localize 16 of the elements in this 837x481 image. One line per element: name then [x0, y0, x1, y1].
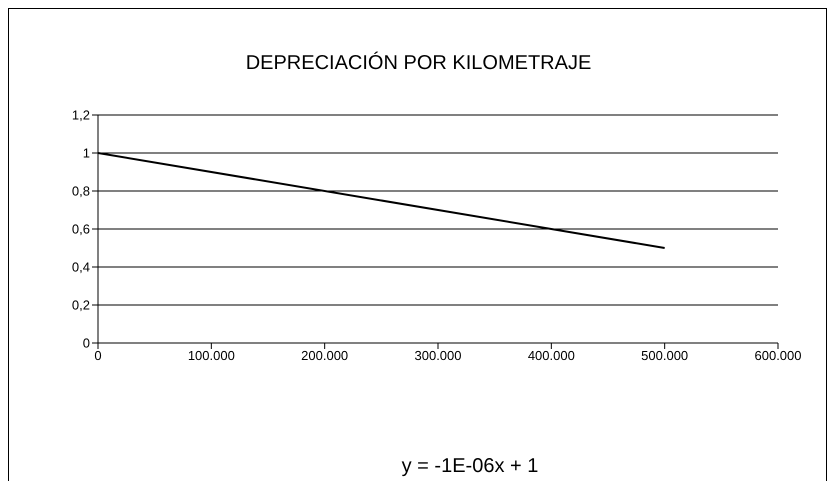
y-tick-label: 1 — [82, 146, 90, 161]
chart-title: DEPRECIACIÓN POR KILOMETRAJE — [244, 52, 592, 75]
y-tick-label: 0,6 — [72, 222, 90, 237]
x-tick-label: 500.000 — [641, 348, 688, 364]
y-tick-label: 0,2 — [72, 298, 90, 313]
y-tick-label: 1,2 — [72, 108, 90, 123]
x-tick-label: 400.000 — [528, 348, 575, 364]
y-tick-label: 0,4 — [72, 260, 90, 275]
x-tick-label: 200.000 — [301, 348, 348, 364]
x-tick-label: 600.000 — [754, 348, 802, 364]
y-tick-label: 0 — [82, 336, 90, 351]
text: y = -1E-06x + 1 — [400, 455, 540, 478]
x-tick-label: 300.000 — [414, 348, 462, 364]
x-tick-label: 0 — [94, 348, 102, 364]
x-tick-label: 100.000 — [188, 348, 235, 364]
y-tick-label: 0,8 — [72, 184, 90, 199]
